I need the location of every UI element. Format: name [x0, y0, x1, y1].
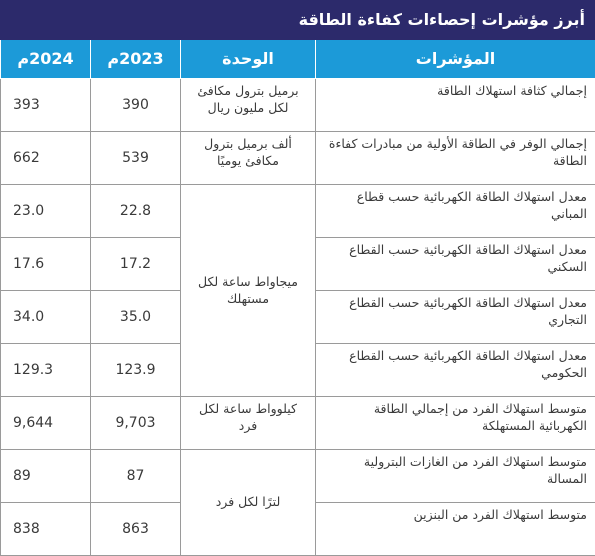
- value-2023: 87: [91, 450, 181, 503]
- indicator: معدل استهلاك الطاقة الكهربائية حسب القطا…: [316, 238, 595, 291]
- value-2024: 23.0: [1, 185, 91, 238]
- value-2023: 17.2: [91, 238, 181, 291]
- column-header: 2024م: [1, 40, 91, 79]
- data-row: إجمالي الوفر في الطاقة الأولية من مبادرا…: [1, 132, 595, 185]
- indicator: معدل استهلاك الطاقة الكهربائية حسب القطا…: [316, 344, 595, 397]
- value-2023: 863: [91, 503, 181, 556]
- indicator: متوسط استهلاك الفرد من إجمالي الطاقة الك…: [316, 397, 595, 450]
- value-2023: 22.8: [91, 185, 181, 238]
- value-2024: 89: [1, 450, 91, 503]
- data-row: متوسط استهلاك الفرد من الغازات البترولية…: [1, 450, 595, 503]
- column-header: المؤشرات: [316, 40, 595, 79]
- value-2024: 17.6: [1, 238, 91, 291]
- value-2023: 123.9: [91, 344, 181, 397]
- value-2023: 539: [91, 132, 181, 185]
- value-2024: 393: [1, 79, 91, 132]
- value-2024: 838: [1, 503, 91, 556]
- column-header: 2023م: [91, 40, 181, 79]
- table-title: أبرز مؤشرات إحصاءات كفاءة الطاقة: [1, 1, 595, 40]
- data-row: متوسط استهلاك الفرد من إجمالي الطاقة الك…: [1, 397, 595, 450]
- value-2023: 390: [91, 79, 181, 132]
- value-2023: 9,703: [91, 397, 181, 450]
- unit: برميل بترول مكافئ لكل مليون ريال: [181, 79, 316, 132]
- column-header: الوحدة: [181, 40, 316, 79]
- unit: ميجاواط ساعة لكل مستهلك: [181, 185, 316, 397]
- indicator: معدل استهلاك الطاقة الكهربائية حسب قطاع …: [316, 185, 595, 238]
- value-2023: 35.0: [91, 291, 181, 344]
- value-2024: 129.3: [1, 344, 91, 397]
- unit: ألف برميل بترول مكافئ يوميًا: [181, 132, 316, 185]
- indicator: إجمالي الوفر في الطاقة الأولية من مبادرا…: [316, 132, 595, 185]
- unit: لترًا لكل فرد: [181, 450, 316, 556]
- indicator: متوسط استهلاك الفرد من الغازات البترولية…: [316, 450, 595, 503]
- unit: كيلوواط ساعة لكل فرد: [181, 397, 316, 450]
- title-row: أبرز مؤشرات إحصاءات كفاءة الطاقة: [1, 1, 595, 40]
- value-2024: 34.0: [1, 291, 91, 344]
- data-row: معدل استهلاك الطاقة الكهربائية حسب قطاع …: [1, 185, 595, 238]
- value-2024: 662: [1, 132, 91, 185]
- indicator: معدل استهلاك الطاقة الكهربائية حسب القطا…: [316, 291, 595, 344]
- value-2024: 9,644: [1, 397, 91, 450]
- indicator: إجمالي كثافة استهلاك الطاقة: [316, 79, 595, 132]
- indicator: متوسط استهلاك الفرد من البنزين: [316, 503, 595, 556]
